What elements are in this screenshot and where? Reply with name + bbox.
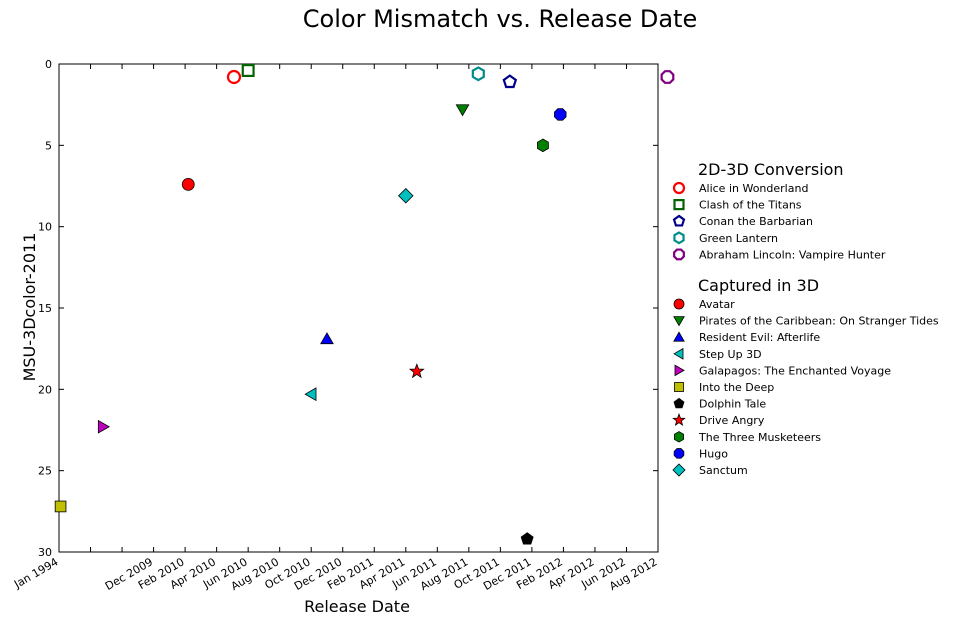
legend-marker bbox=[673, 316, 685, 327]
legend-marker bbox=[674, 382, 684, 392]
legend-marker bbox=[673, 298, 685, 310]
chart-title: Color Mismatch vs. Release Date bbox=[303, 5, 697, 33]
legend-entry: Drive Angry bbox=[699, 414, 765, 427]
legend-marker bbox=[672, 214, 686, 227]
legend-marker bbox=[673, 347, 684, 360]
data-point bbox=[408, 363, 425, 379]
data-point bbox=[537, 138, 549, 153]
legend-marker bbox=[673, 231, 685, 245]
legend-entry: Avatar bbox=[699, 298, 735, 311]
data-point bbox=[502, 74, 518, 89]
legend-entry: Dolphin Tale bbox=[699, 398, 766, 411]
y-tick-label: 30 bbox=[38, 546, 52, 559]
legend-entry: Green Lantern bbox=[699, 232, 778, 245]
legend-marker bbox=[674, 431, 684, 443]
y-tick-label: 5 bbox=[45, 139, 52, 152]
legend-entry: Conan the Barbarian bbox=[699, 215, 813, 228]
legend: 2D-3D Conversion Alice in Wonderland Clash… bbox=[672, 160, 939, 477]
legend-marker bbox=[673, 448, 685, 459]
legend-marker bbox=[673, 331, 685, 342]
legend-entry: Clash of the Titans bbox=[699, 199, 802, 212]
legend-marker bbox=[672, 463, 686, 477]
data-point bbox=[471, 66, 485, 82]
legend-entry: Into the Deep bbox=[699, 381, 774, 394]
legend-entry: Resident Evil: Afterlife bbox=[699, 331, 820, 344]
legend-marker bbox=[673, 397, 685, 409]
x-tick-label: Jan 1994 bbox=[11, 555, 60, 591]
plot-frame bbox=[58, 63, 659, 553]
legend-entry: Pirates of the Caribbean: On Stranger Ti… bbox=[699, 315, 939, 328]
legend-entry: Sanctum bbox=[699, 464, 748, 477]
legend-entry: Galapagos: The Enchanted Voyage bbox=[699, 364, 891, 377]
data-point bbox=[320, 332, 334, 345]
data-point bbox=[660, 70, 675, 84]
legend-marker bbox=[673, 199, 685, 211]
y-tick-label: 15 bbox=[38, 302, 52, 315]
legend-marker bbox=[672, 413, 686, 426]
legend-title: 2D-3D Conversion bbox=[698, 160, 844, 179]
legend-marker bbox=[673, 248, 685, 261]
y-axis-label: MSU-3Dcolor-2011 bbox=[20, 233, 39, 382]
legend-entry: Hugo bbox=[699, 447, 728, 460]
x-axis-label: Release Date bbox=[304, 597, 410, 616]
legend-entry: The Three Musketeers bbox=[698, 431, 821, 444]
data-point bbox=[554, 108, 567, 121]
legend-marker bbox=[674, 364, 685, 377]
legend-marker bbox=[672, 181, 686, 195]
legend-title: Captured in 3D bbox=[698, 276, 819, 295]
data-point bbox=[455, 104, 470, 117]
legend-entry: Step Up 3D bbox=[699, 348, 762, 361]
y-tick-label: 0 bbox=[45, 58, 52, 71]
y-tick-label: 25 bbox=[38, 465, 52, 478]
y-tick-label: 10 bbox=[38, 221, 52, 234]
data-points bbox=[54, 64, 675, 545]
legend-entry: Alice in Wonderland bbox=[699, 182, 808, 195]
data-point bbox=[304, 387, 317, 402]
data-point bbox=[241, 64, 255, 78]
data-point bbox=[398, 187, 414, 204]
data-point bbox=[54, 500, 67, 513]
legend-entry: Abraham Lincoln: Vampire Hunter bbox=[699, 248, 886, 261]
data-point bbox=[226, 69, 242, 85]
data-point bbox=[520, 532, 534, 545]
data-point bbox=[181, 177, 195, 191]
y-tick-label: 20 bbox=[38, 383, 52, 396]
data-point bbox=[97, 419, 110, 434]
